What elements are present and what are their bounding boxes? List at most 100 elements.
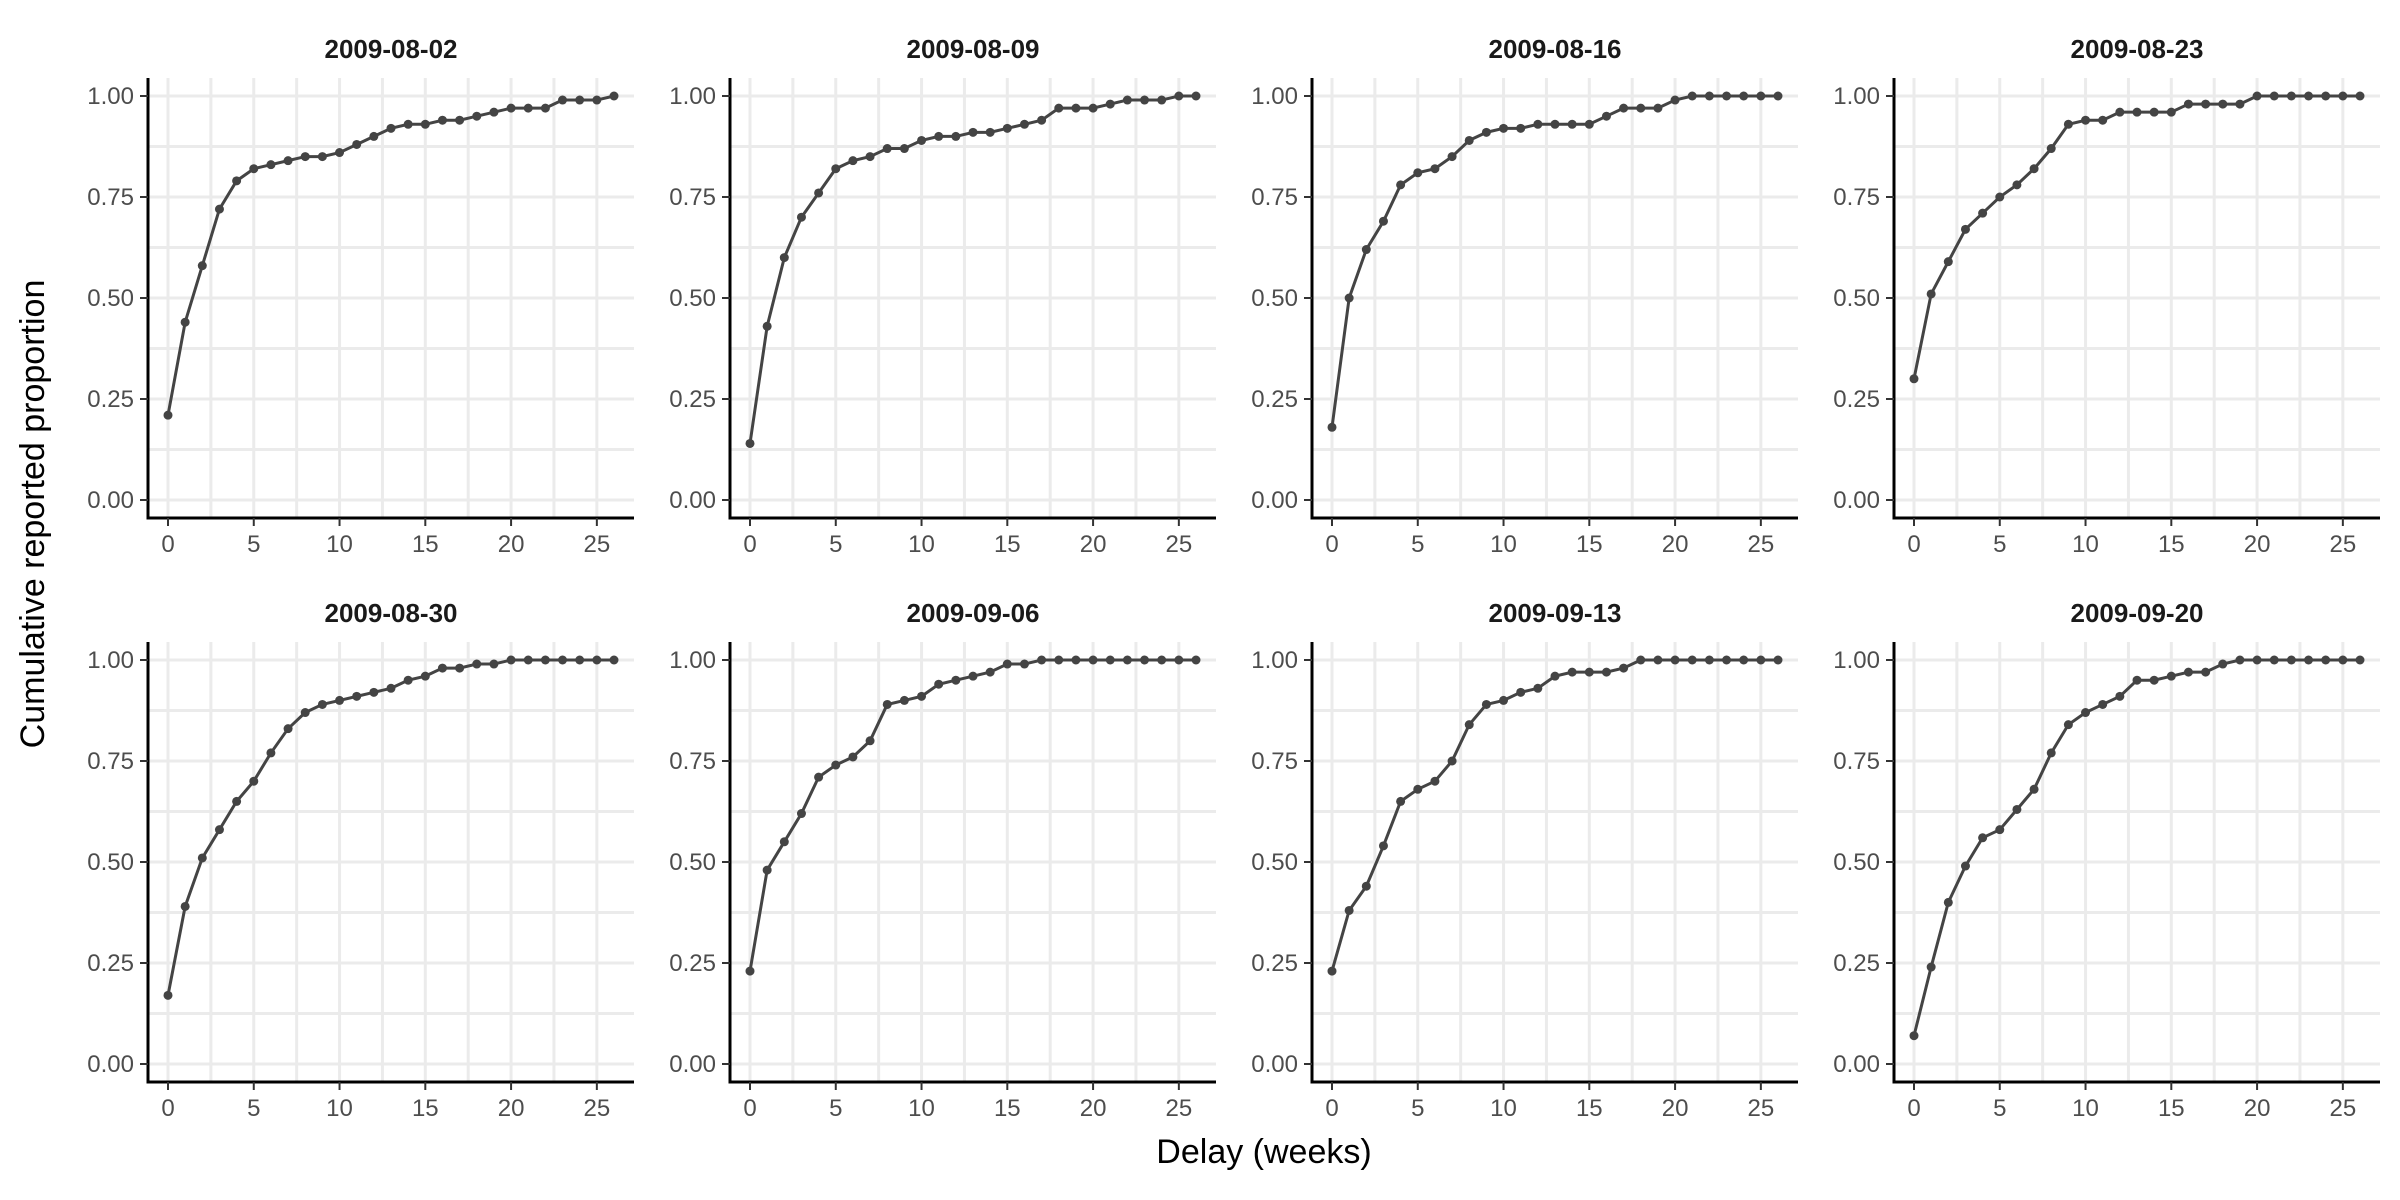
data-point [985, 127, 995, 137]
y-tick-label: 0.75 [1833, 748, 1880, 775]
y-tick-label: 0.25 [669, 386, 716, 413]
series-line [1912, 94, 2360, 380]
x-tick-label: 20 [1080, 531, 1107, 558]
x-tick-label: 20 [498, 1095, 525, 1122]
data-point [1140, 655, 1150, 665]
y-tick-label: 0.75 [87, 748, 134, 775]
series-line [1912, 658, 2360, 1037]
data-point [1054, 103, 1064, 113]
gridlines [148, 78, 634, 518]
data-point [2286, 91, 2296, 101]
data-point [1361, 881, 1371, 891]
y-tick-label: 1.00 [1833, 83, 1880, 110]
data-point [1773, 91, 1783, 101]
y-tick-label: 0.50 [1251, 849, 1298, 876]
data-point [1516, 123, 1526, 133]
data-point [934, 679, 944, 689]
data-point [266, 748, 276, 758]
series-line [748, 94, 1196, 444]
panel-8: 2009-09-20 0.00 0.25 0.50 0.75 1.00 0 5 10 15 20 25 [1833, 598, 2380, 1122]
data-point [1756, 655, 1766, 665]
data-point [2201, 667, 2211, 677]
data-point [1481, 127, 1491, 137]
panel-title: 2009-09-06 [907, 598, 1040, 628]
data-point [1327, 422, 1337, 432]
data-point [1704, 91, 1714, 101]
data-point [2183, 99, 2193, 109]
data-point [558, 95, 568, 105]
y-tick-label: 0.75 [669, 748, 716, 775]
y-tick-label: 1.00 [1833, 647, 1880, 674]
data-point [317, 152, 327, 162]
data-point [1773, 655, 1783, 665]
data-point [1105, 655, 1115, 665]
data-point [558, 655, 568, 665]
data-point [1960, 224, 1970, 234]
data-point [2269, 655, 2279, 665]
x-tick-label: 10 [2072, 1095, 2099, 1122]
x-tick-label: 20 [1662, 531, 1689, 558]
x-tick-label: 5 [247, 531, 260, 558]
data-point [352, 691, 362, 701]
data-point [1499, 123, 1509, 133]
x-tick-label: 25 [2329, 1095, 2356, 1122]
data-point [1550, 119, 1560, 129]
x-axis-title: Delay (weeks) [1156, 1133, 1371, 1171]
data-point [917, 135, 927, 145]
data-point [1756, 91, 1766, 101]
data-point [848, 752, 858, 762]
data-point [1430, 164, 1440, 174]
y-tick-label: 0.25 [1833, 950, 1880, 977]
data-point [249, 164, 259, 174]
data-point [2321, 91, 2331, 101]
x-tick-label: 5 [1411, 1095, 1424, 1122]
data-point [283, 156, 293, 166]
data-point [745, 438, 755, 448]
gridlines [730, 78, 1216, 518]
data-point [1071, 103, 1081, 113]
data-point [2252, 91, 2262, 101]
data-point [1464, 135, 1474, 145]
data-point [2286, 655, 2296, 665]
data-point [1191, 91, 1201, 101]
data-point [1054, 655, 1064, 665]
gridlines [1894, 78, 2380, 518]
x-tick-label: 10 [1490, 1095, 1517, 1122]
data-point [1653, 103, 1663, 113]
data-point [2235, 655, 2245, 665]
data-point [489, 659, 499, 669]
data-point [1960, 861, 1970, 871]
data-point [1396, 180, 1406, 190]
data-point [882, 699, 892, 709]
data-point [232, 796, 242, 806]
data-point [1943, 257, 1953, 267]
data-point [1447, 756, 1457, 766]
panel-title: 2009-08-02 [325, 34, 458, 64]
x-tick-label: 15 [994, 1095, 1021, 1122]
x-tick-label: 0 [1325, 531, 1338, 558]
data-point [1636, 655, 1646, 665]
x-tick-label: 25 [1747, 531, 1774, 558]
data-point [592, 95, 602, 105]
data-point [1670, 655, 1680, 665]
data-point [455, 663, 465, 673]
data-point [2166, 107, 2176, 117]
data-point [2166, 671, 2176, 681]
data-point [1037, 115, 1047, 125]
data-point [1174, 655, 1184, 665]
y-axis-title: Cumulative reported proportion [14, 280, 52, 749]
y-tick-label: 0.50 [1833, 285, 1880, 312]
x-tick-label: 5 [829, 531, 842, 558]
y-tick-label: 0.00 [1833, 1051, 1880, 1078]
data-point [266, 160, 276, 170]
data-point [1413, 168, 1423, 178]
x-tick-label: 20 [1080, 1095, 1107, 1122]
data-point [1567, 119, 1577, 129]
y-tick-label: 1.00 [1251, 83, 1298, 110]
x-tick-label: 5 [1993, 531, 2006, 558]
data-point [1002, 659, 1012, 669]
gridlines [730, 642, 1216, 1082]
data-point [1174, 91, 1184, 101]
data-point [2063, 720, 2073, 730]
panel-title: 2009-08-09 [907, 34, 1040, 64]
